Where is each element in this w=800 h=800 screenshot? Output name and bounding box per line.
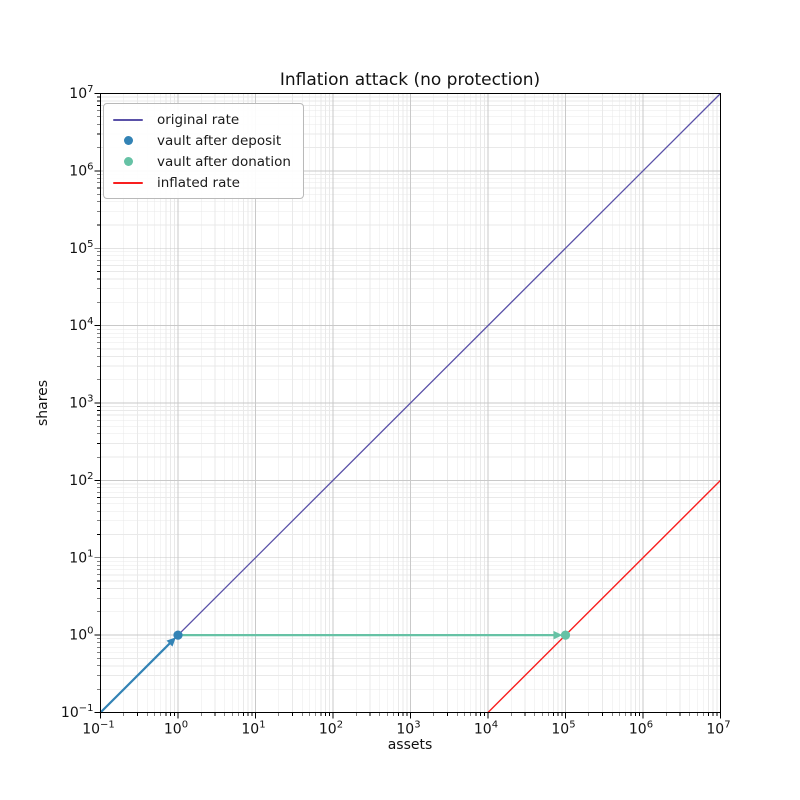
y-tick-label: 102 [69, 471, 93, 489]
vault-after-deposit-point [173, 630, 183, 640]
legend-item-vault-after-donation: vault after donation [112, 151, 291, 172]
tick-labels: 10−1 100 101 102 103 104 105 106 107 10−1 100 101 10… [61, 84, 731, 738]
legend-line-sample [113, 181, 143, 184]
y-tick-label: 104 [69, 316, 93, 334]
legend-item-inflated-rate: inflated rate [112, 172, 291, 193]
axes-layer [94, 93, 721, 719]
series-layer [99, 93, 721, 714]
y-tick-label: 107 [69, 84, 93, 102]
legend-label: original rate [157, 111, 240, 128]
x-tick-label: 104 [474, 720, 498, 738]
chart-title: Inflation attack (no protection) [279, 70, 541, 90]
legend-marker-sample [123, 136, 133, 145]
legend-marker-sample [123, 157, 133, 166]
legend-label: vault after donation [157, 153, 291, 170]
inflated-rate-line [487, 479, 721, 713]
x-axis-label: assets [387, 737, 433, 753]
plot-box [100, 93, 721, 713]
vault-after-donation-arrow-head [553, 630, 563, 640]
x-tick-label: 107 [706, 720, 730, 738]
y-tick-label: 101 [69, 548, 93, 566]
inflated-rate-line-swatch [112, 181, 144, 184]
x-tick-label: 106 [629, 720, 653, 738]
vault-after-deposit-marker-swatch [112, 136, 144, 145]
legend-line-sample [113, 118, 143, 121]
legend-item-vault-after-deposit: vault after deposit [112, 130, 291, 151]
y-tick-label: 106 [69, 161, 93, 179]
original-rate-line [100, 93, 721, 713]
x-tick-label: 102 [319, 720, 343, 738]
legend-label: vault after deposit [157, 132, 282, 149]
y-tick-label: 10−1 [61, 703, 94, 721]
x-tick-label: 103 [396, 720, 420, 738]
legend-label: inflated rate [157, 174, 240, 191]
vault-after-donation-marker-swatch [112, 157, 144, 166]
x-tick-label: 10−1 [82, 720, 115, 738]
y-tick-label: 105 [69, 239, 93, 257]
y-axis-label: shares [35, 379, 51, 427]
vault-after-donation-point [560, 630, 571, 640]
y-tick-label: 103 [69, 394, 93, 412]
vault-after-deposit-arrow-head [166, 637, 176, 647]
original-rate-line-swatch [112, 118, 144, 121]
x-tick-label: 101 [241, 720, 265, 738]
y-tick-label: 100 [69, 626, 93, 644]
legend: original rate vault after deposit vault … [103, 103, 304, 199]
x-tick-label: 105 [551, 720, 575, 738]
x-tick-label: 100 [164, 720, 188, 738]
vault-after-deposit-arrow-shaft [99, 641, 172, 714]
legend-item-original-rate: original rate [112, 109, 291, 130]
